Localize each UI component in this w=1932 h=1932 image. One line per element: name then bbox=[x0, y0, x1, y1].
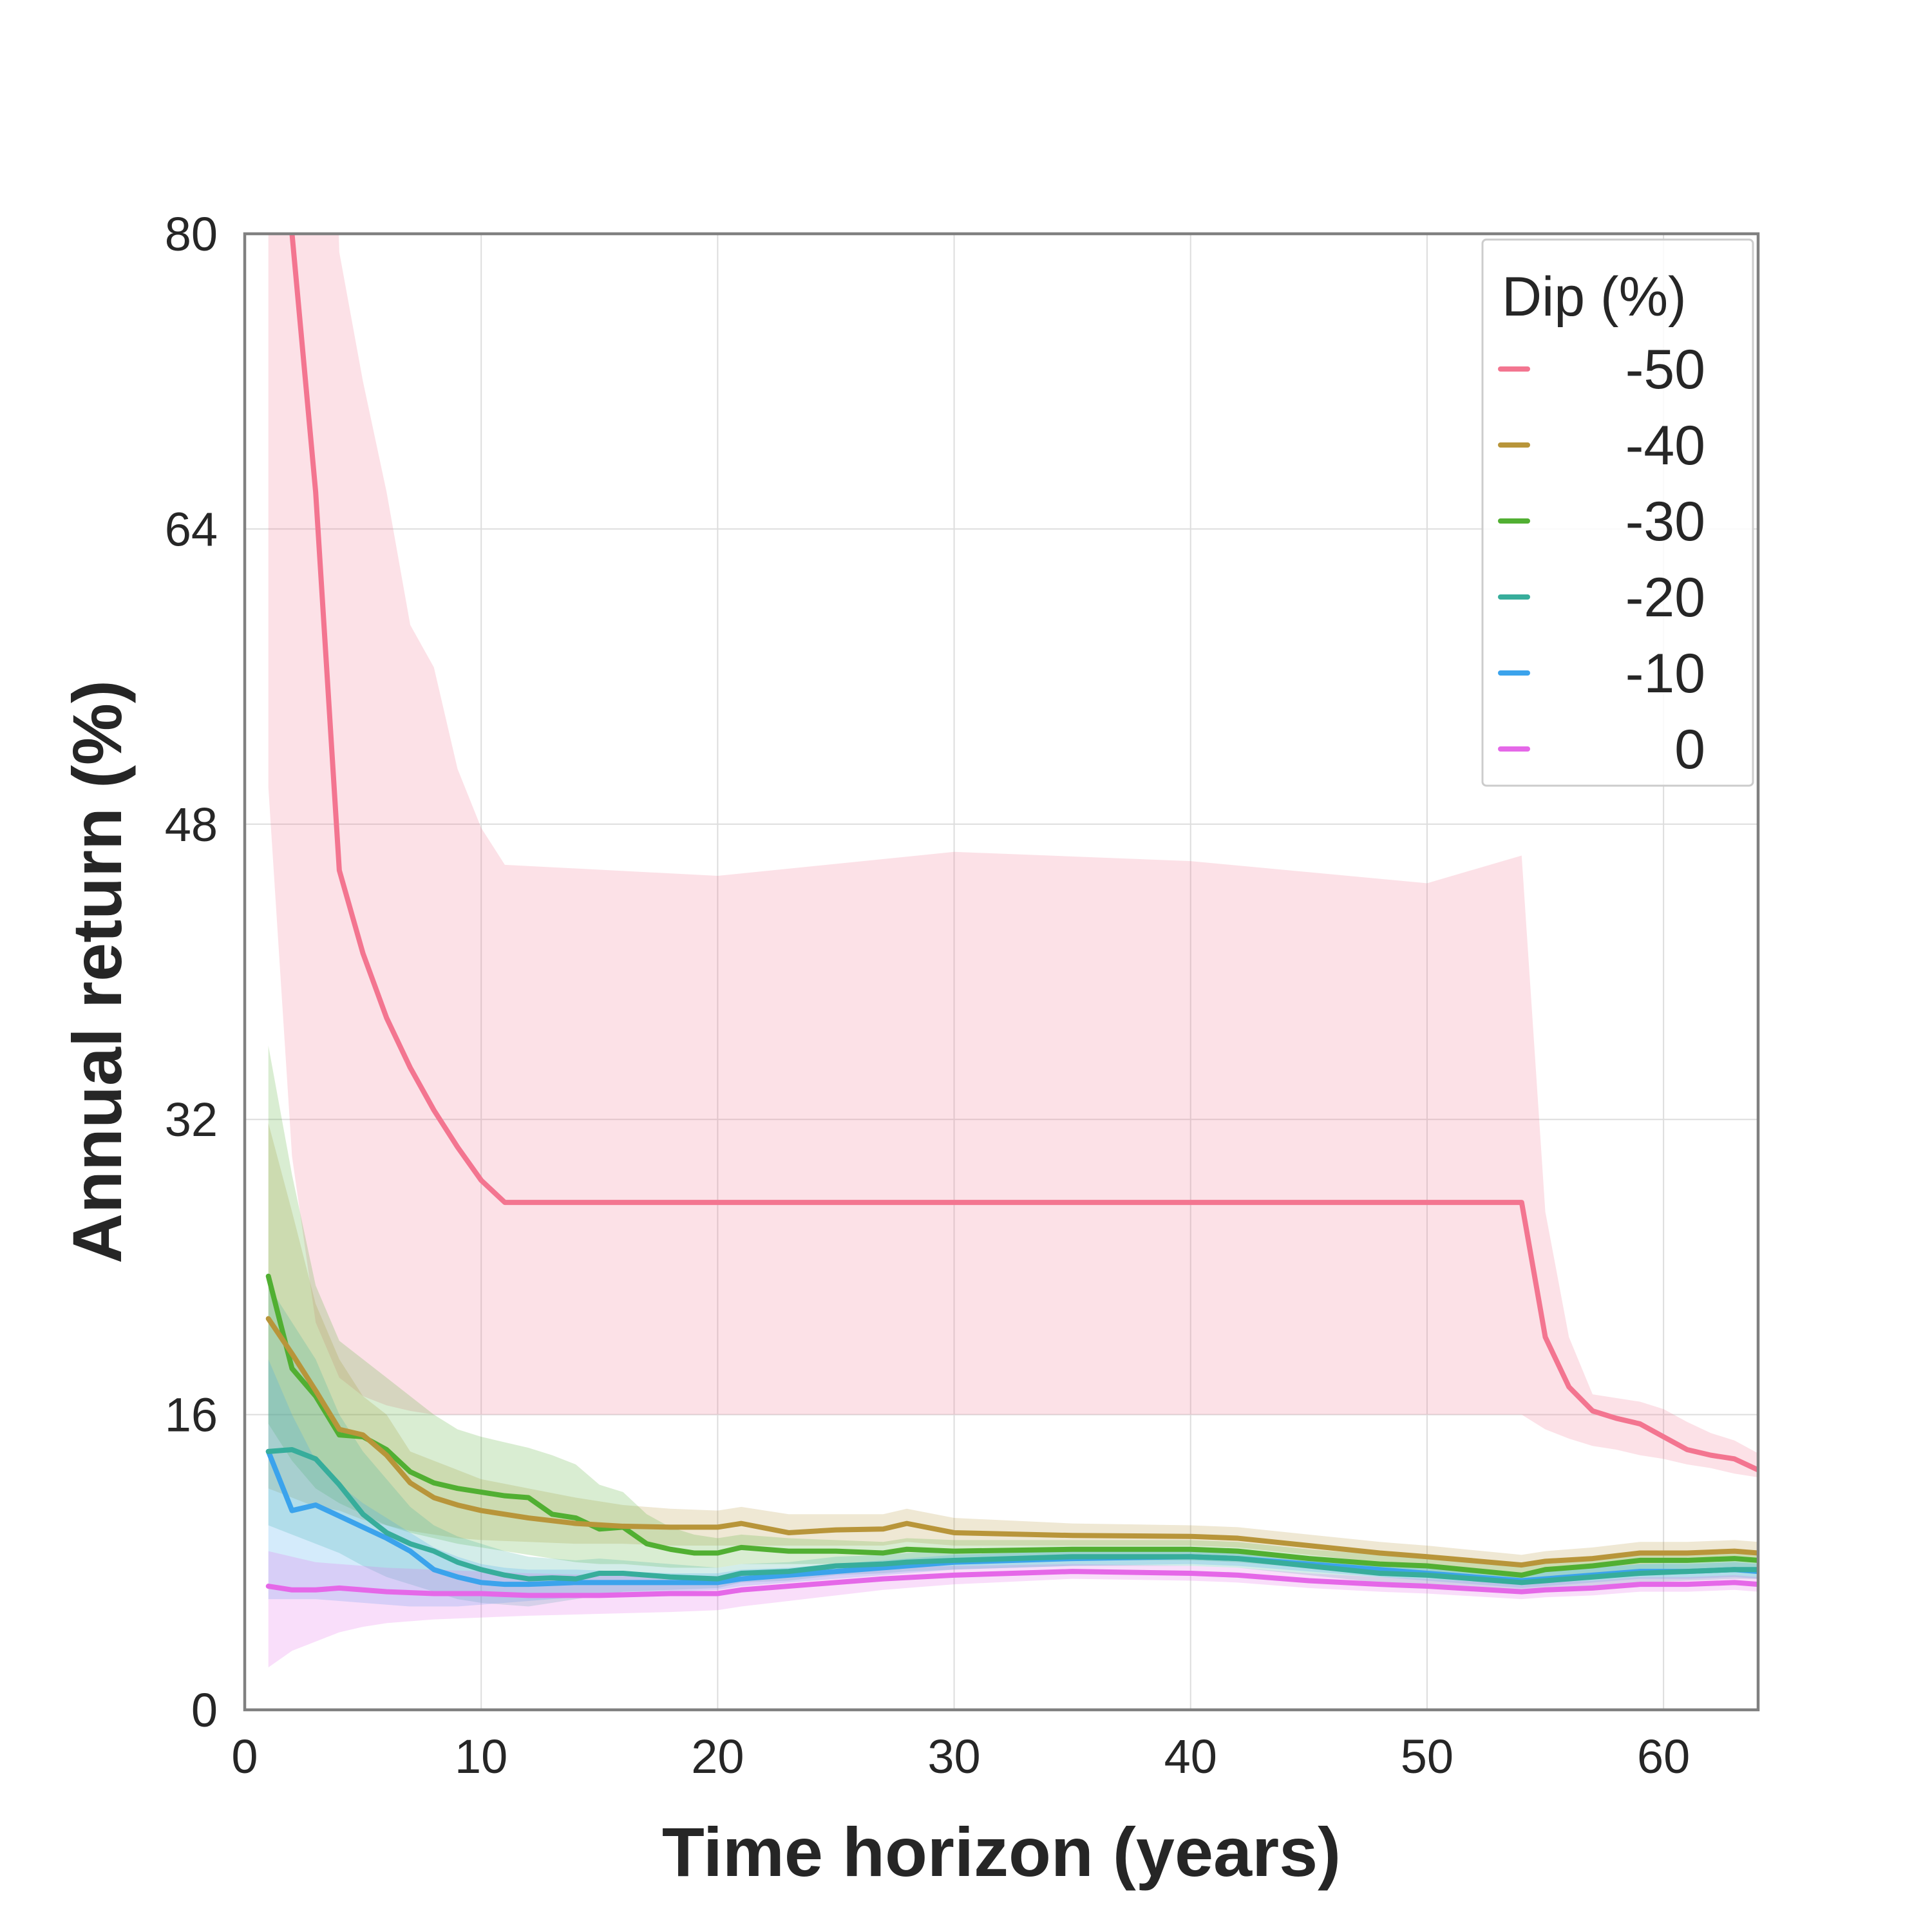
line-series--30 bbox=[265, 1273, 1758, 1578]
legend: Dip (%) -50 -40 -30 -20 -10 0 bbox=[1481, 238, 1754, 787]
x-tick-label: 30 bbox=[927, 1730, 980, 1783]
legend-label--20: -20 bbox=[1625, 567, 1705, 629]
line-series--50 bbox=[289, 234, 1758, 1473]
x-tick-label: 20 bbox=[691, 1730, 744, 1783]
legend-label-0: 0 bbox=[1674, 719, 1705, 781]
y-axis-title: Annual return (%) bbox=[58, 680, 136, 1264]
y-tick-label: 32 bbox=[165, 1093, 218, 1146]
line-series--20 bbox=[265, 1447, 1758, 1586]
legend-label--10: -10 bbox=[1625, 643, 1705, 705]
band-series--50 bbox=[268, 234, 1758, 1478]
x-axis-title: Time horizon (years) bbox=[662, 1813, 1341, 1891]
y-tick-label: 0 bbox=[191, 1683, 218, 1737]
legend-label--40: -40 bbox=[1625, 415, 1705, 477]
line-series--40 bbox=[265, 1316, 1758, 1568]
legend-items: -50 -40 -30 -20 -10 0 bbox=[1498, 339, 1705, 781]
y-tick-label: 48 bbox=[165, 798, 218, 851]
legend-label--30: -30 bbox=[1625, 491, 1705, 553]
y-tick-label: 64 bbox=[165, 502, 218, 556]
legend-title: Dip (%) bbox=[1502, 266, 1687, 328]
legend-label--50: -50 bbox=[1625, 339, 1705, 401]
line-series-0 bbox=[265, 1569, 1758, 1598]
band-series--40 bbox=[268, 1122, 1758, 1575]
x-axis-ticks: 0 10 20 30 40 50 60 bbox=[231, 1730, 1690, 1783]
y-tick-label: 16 bbox=[165, 1388, 218, 1442]
x-tick-label: 0 bbox=[231, 1730, 258, 1783]
x-tick-label: 40 bbox=[1164, 1730, 1217, 1783]
series-lines bbox=[265, 234, 1758, 1598]
x-tick-label: 60 bbox=[1637, 1730, 1690, 1783]
legend-box bbox=[1481, 238, 1754, 787]
x-tick-label: 50 bbox=[1401, 1730, 1454, 1783]
band-series--30 bbox=[268, 1045, 1758, 1585]
x-tick-label: 10 bbox=[455, 1730, 507, 1783]
y-tick-label: 80 bbox=[165, 207, 218, 261]
y-axis-ticks: 0 16 32 48 64 80 bbox=[165, 207, 218, 1737]
plot-frame bbox=[243, 232, 1760, 1712]
